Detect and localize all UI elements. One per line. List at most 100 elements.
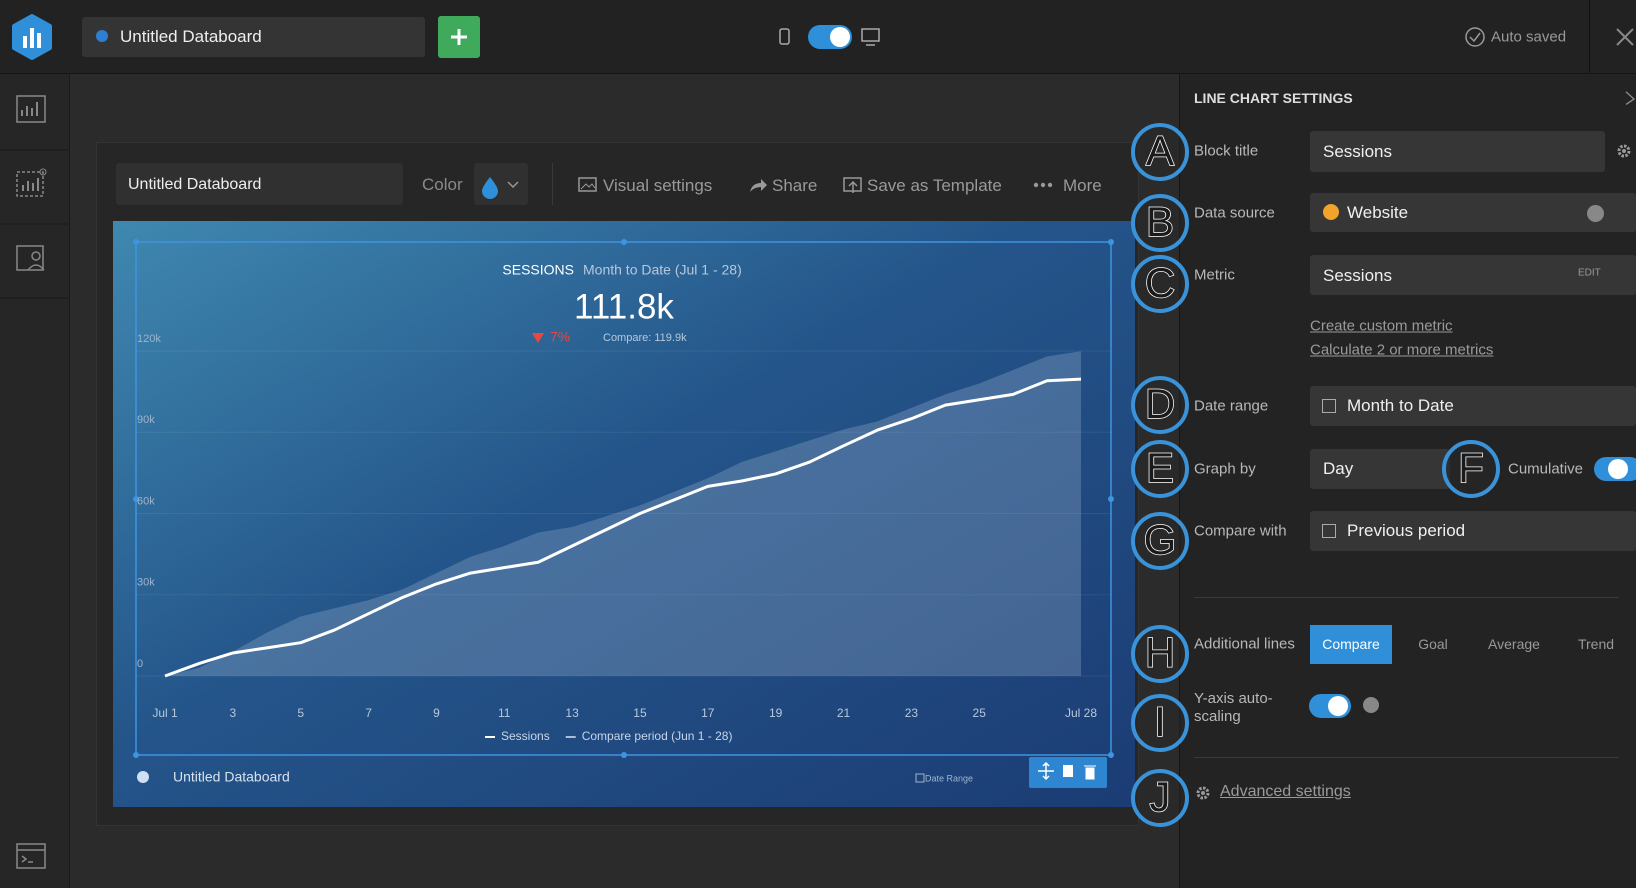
field-value: Sessions xyxy=(1323,142,1392,161)
dot xyxy=(96,30,108,42)
marker-letter: D xyxy=(1145,380,1175,427)
visual-icon xyxy=(578,177,597,192)
date-range[interactable]: Month to Date (Jul 1 - 28) xyxy=(583,262,742,278)
info-icon[interactable] xyxy=(1587,205,1604,222)
field-label: Compare with xyxy=(1194,522,1287,540)
marker-letter: H xyxy=(1145,629,1175,676)
graph-by-select[interactable] xyxy=(1310,449,1450,489)
y-tick-label: 90k xyxy=(137,414,155,426)
advanced-link[interactable]: Advanced settings xyxy=(1220,783,1351,800)
field-value: Month to Date xyxy=(1347,396,1454,415)
y-tick-label: 30k xyxy=(137,577,155,589)
x-tick-label: 15 xyxy=(633,706,647,720)
field-label: Cumulative xyxy=(1508,460,1584,478)
footer-logo xyxy=(137,771,149,783)
divider xyxy=(1194,597,1619,598)
tab[interactable]: Compare xyxy=(1322,636,1380,652)
edit-button[interactable]: EDIT xyxy=(1578,267,1601,279)
marker-letter: B xyxy=(1146,198,1174,245)
x-tick-label: Jul 28 xyxy=(1065,706,1097,720)
template-icon xyxy=(843,177,862,193)
data-source-select[interactable] xyxy=(1310,193,1636,232)
divider xyxy=(1589,0,1590,73)
gear-icon xyxy=(1196,786,1210,800)
save-status: Auto saved xyxy=(1491,28,1567,46)
field-label: Additional lines xyxy=(1194,635,1295,653)
compare-value: Compare: 119.9k xyxy=(603,332,687,344)
metric-select[interactable] xyxy=(1310,255,1636,295)
view-toggle[interactable] xyxy=(776,22,886,52)
y-tick-label: 60k xyxy=(137,495,155,507)
cumulative-toggle[interactable] xyxy=(1594,455,1636,483)
name-input-text: Untitled Databoard xyxy=(128,176,262,193)
down-arrow xyxy=(532,333,544,343)
y-tick-label: 0 xyxy=(137,658,143,670)
x-tick-label: 11 xyxy=(498,706,511,720)
field-label: Date range xyxy=(1194,397,1269,415)
panel-close[interactable] xyxy=(1624,90,1636,106)
tab[interactable]: Average xyxy=(1488,636,1540,652)
x-tick-label: 9 xyxy=(433,706,440,720)
footer-tag: Date Range xyxy=(925,773,973,783)
source-icon xyxy=(1323,204,1339,220)
separator xyxy=(552,163,553,205)
field-value: Day xyxy=(1323,459,1354,478)
field-value: Website xyxy=(1347,203,1409,222)
share-icon xyxy=(750,179,767,192)
compare-area xyxy=(165,351,1081,676)
divider xyxy=(1194,757,1619,758)
marker-letter: C xyxy=(1145,259,1175,306)
close-button[interactable] xyxy=(1614,26,1636,48)
action-share[interactable]: Share xyxy=(772,176,818,195)
calendar-icon xyxy=(1322,399,1336,413)
field-value: Previous period xyxy=(1347,521,1466,540)
tab[interactable]: Goal xyxy=(1418,636,1448,652)
add-button[interactable] xyxy=(438,16,480,58)
copy-icon[interactable] xyxy=(1063,765,1073,777)
sidebar xyxy=(0,74,70,888)
y-tick-label: 120k xyxy=(137,333,161,345)
action-more[interactable]: More xyxy=(1063,176,1102,195)
delete-icon[interactable] xyxy=(1084,765,1096,780)
footer-title: Untitled Databoard xyxy=(173,769,290,785)
sidebar-icons xyxy=(0,95,69,869)
x-tick-label: 25 xyxy=(973,706,987,720)
handles xyxy=(133,239,1114,758)
field-label: Block title xyxy=(1194,142,1259,160)
color-button[interactable] xyxy=(474,163,528,205)
series-line xyxy=(164,377,1082,678)
metric-title: SESSIONS xyxy=(502,262,574,278)
tab-active[interactable] xyxy=(1310,625,1392,664)
calendar-icon xyxy=(1322,524,1336,538)
color-label: Color xyxy=(422,175,463,194)
settings-title: LINE CHART SETTINGS xyxy=(1194,90,1353,106)
name-input[interactable] xyxy=(116,163,403,205)
block-title-input[interactable] xyxy=(1310,131,1605,172)
databoard-select[interactable] xyxy=(82,17,425,57)
legend-label: Sessions xyxy=(501,729,550,743)
databoard-title: Untitled Databoard xyxy=(120,27,262,46)
chart-block: SESSIONS Month to Date (Jul 1 - 28) 111.… xyxy=(113,221,1135,807)
compare-select[interactable] xyxy=(1310,511,1636,551)
date-range-select[interactable] xyxy=(1310,386,1636,426)
field-value: Sessions xyxy=(1323,266,1392,285)
marker-letter: E xyxy=(1146,444,1174,491)
action-template[interactable]: Save as Template xyxy=(867,176,1002,195)
move-icon[interactable] xyxy=(1038,761,1054,781)
logo[interactable] xyxy=(10,14,54,60)
link[interactable]: Create custom metric xyxy=(1310,317,1453,335)
field-label: Graph by xyxy=(1194,460,1256,478)
autoscale-toggle[interactable] xyxy=(1309,692,1379,720)
action-visual[interactable]: Visual settings xyxy=(603,176,713,195)
gear-icon[interactable] xyxy=(1615,142,1633,160)
field-label: Metric xyxy=(1194,266,1235,284)
x-tick-label: 21 xyxy=(837,706,851,720)
tag-icon xyxy=(915,773,925,783)
tab[interactable]: Trend xyxy=(1577,636,1615,652)
total-value: 111.8k xyxy=(574,287,674,326)
field-label: Data source xyxy=(1194,204,1275,222)
link[interactable]: Calculate 2 or more metrics xyxy=(1310,341,1494,359)
marker-letter: G xyxy=(1144,516,1177,563)
x-tick-label: 19 xyxy=(769,706,783,720)
